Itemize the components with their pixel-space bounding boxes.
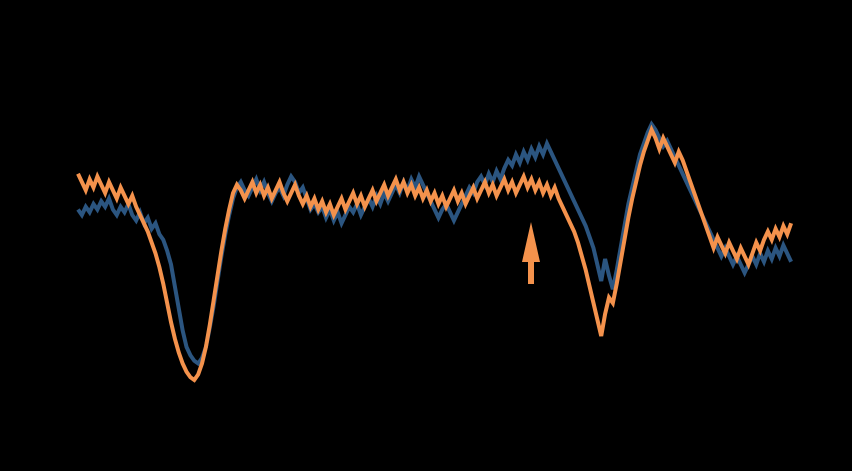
series-blue (76, 120, 793, 367)
series-layer (76, 120, 794, 383)
highlight-arrow-icon (522, 222, 540, 284)
annotation-layer (522, 222, 540, 284)
series-orange (76, 124, 794, 383)
